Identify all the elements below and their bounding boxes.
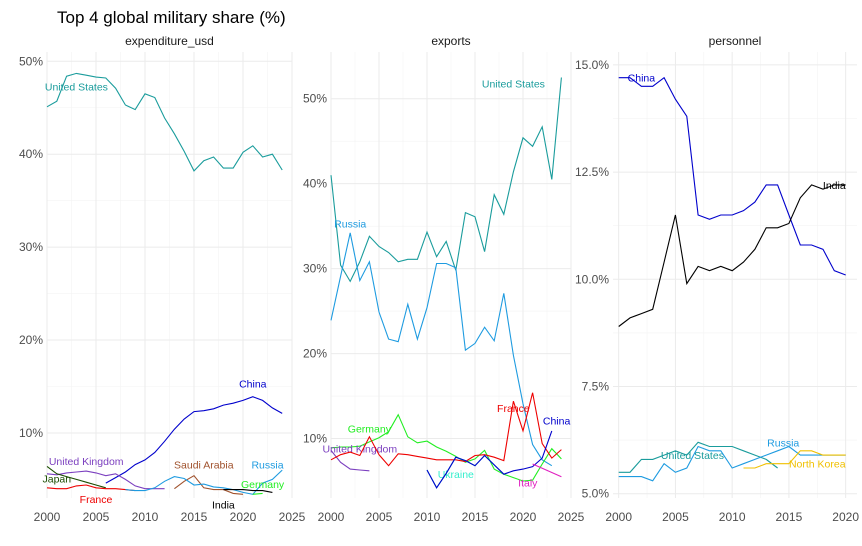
- series-label-united-kingdom: United Kingdom: [49, 456, 124, 468]
- y-tick-label: 20%: [19, 333, 43, 347]
- x-tick-label: 2015: [462, 510, 489, 524]
- x-tick-label: 2025: [558, 510, 585, 524]
- y-tick-label: 15.0%: [575, 58, 609, 72]
- series-line-united-kingdom: [46, 470, 165, 490]
- chart-title: Top 4 global military share (%): [57, 8, 286, 27]
- series-line-china: [618, 76, 846, 276]
- x-tick-label: 2020: [230, 510, 257, 524]
- x-tick-label: 2025: [279, 510, 306, 524]
- y-tick-label: 30%: [19, 240, 43, 254]
- series-line-japan: [46, 465, 106, 489]
- x-tick-label: 2020: [510, 510, 537, 524]
- series-label-china: China: [628, 73, 656, 85]
- x-tick-label: 2005: [83, 510, 110, 524]
- series-label-united-states: United States: [482, 78, 545, 90]
- series-label-china: China: [543, 416, 571, 428]
- x-tick-label: 2000: [605, 510, 632, 524]
- series-line-russia: [618, 445, 846, 482]
- y-tick-label: 7.5%: [582, 380, 610, 394]
- x-tick-label: 2000: [318, 510, 345, 524]
- x-tick-label: 2020: [832, 510, 859, 524]
- series-line-italy: [532, 463, 562, 478]
- series-label-united-kingdom: United Kingdom: [322, 444, 397, 456]
- series-label-ukraine: Ukraine: [438, 469, 474, 481]
- series-label-russia: Russia: [251, 460, 283, 472]
- x-tick-label: 2010: [132, 510, 159, 524]
- series-line-germany: [252, 492, 263, 495]
- x-tick-label: 2000: [34, 510, 61, 524]
- series-line-united-states: [46, 72, 283, 172]
- x-tick-label: 2005: [366, 510, 393, 524]
- series-label-russia: Russia: [767, 437, 799, 449]
- x-tick-label: 2005: [662, 510, 689, 524]
- y-tick-label: 40%: [19, 147, 43, 161]
- series-label-china: China: [239, 379, 267, 391]
- y-tick-label: 10.0%: [575, 272, 609, 286]
- series-line-france: [46, 484, 136, 492]
- x-tick-label: 2015: [181, 510, 208, 524]
- series-label-japan: Japan: [42, 473, 71, 485]
- series-label-united-states: United States: [45, 81, 108, 93]
- y-tick-label: 10%: [19, 426, 43, 440]
- series-label-france: France: [497, 403, 530, 415]
- y-tick-label: 5.0%: [582, 487, 610, 501]
- series-line-india: [618, 184, 846, 327]
- series-label-india: India: [823, 180, 846, 192]
- y-tick-label: 50%: [19, 54, 43, 68]
- y-tick-label: 30%: [303, 262, 327, 276]
- y-tick-label: 50%: [303, 92, 327, 106]
- series-label-france: France: [80, 494, 113, 506]
- facet-expenditure_usd: expenditure_usd 2000 2005 2010 2015 2020 2025 1…: [19, 34, 306, 524]
- series-line-united-kingdom: [330, 450, 370, 472]
- series-line-india: [223, 489, 273, 493]
- y-tick-label: 10%: [303, 432, 327, 446]
- facet-strip-label: personnel: [709, 34, 762, 48]
- y-tick-label: 20%: [303, 347, 327, 361]
- series-line-north-korea: [743, 450, 846, 469]
- x-tick-label: 2010: [719, 510, 746, 524]
- facet-strip-label: exports: [431, 34, 470, 48]
- series-line-france: [330, 392, 562, 467]
- series-line-germany: [330, 413, 562, 482]
- series-label-germany: Germany: [241, 479, 285, 491]
- series-line-united-states: [618, 441, 778, 473]
- series-label-germany: Germany: [348, 423, 392, 435]
- series-line-united-states: [330, 77, 562, 283]
- series-line-china: [426, 430, 553, 489]
- series-line-china: [105, 396, 283, 484]
- facet-personnel: personnel 2000 2005 2010 2015 2020 5.0% 7.5% 10.…: [575, 34, 859, 524]
- y-tick-label: 40%: [303, 177, 327, 191]
- facet-exports: exports 2000 2005 2010 2015 2020 2025 10% 20% 30%…: [303, 34, 585, 524]
- series-label-russia: Russia: [334, 219, 366, 231]
- x-tick-label: 2015: [776, 510, 803, 524]
- facet-strip-label: expenditure_usd: [125, 34, 214, 48]
- series-line-russia: [330, 232, 553, 467]
- series-label-north-korea: North Korea: [789, 459, 846, 471]
- series-label-india: India: [212, 500, 235, 512]
- series-label-italy: Italy: [518, 478, 538, 490]
- series-line-saudi-arabia: [174, 474, 244, 495]
- y-tick-label: 12.5%: [575, 165, 609, 179]
- series-label-saudi-arabia: Saudi Arabia: [174, 460, 234, 472]
- x-tick-label: 2010: [414, 510, 441, 524]
